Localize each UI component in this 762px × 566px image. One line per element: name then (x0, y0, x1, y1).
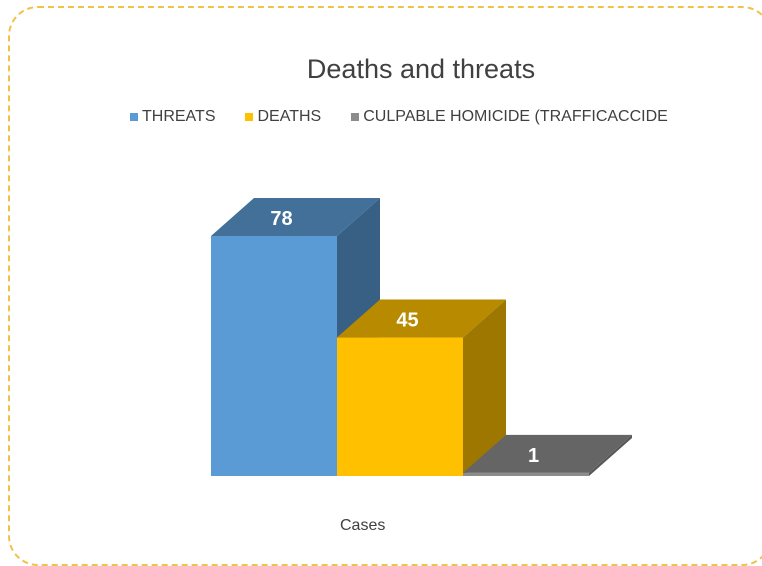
legend-item-threats: THREATS (130, 108, 215, 126)
bar-front-threats (211, 236, 337, 476)
chart-title: Deaths and threats (306, 54, 536, 84)
legend-item-culpable-homicide: CULPABLE HOMICIDE (TRAFFICACCIDE (351, 108, 668, 126)
legend-swatch-deaths (245, 113, 254, 121)
bar-front-deaths (337, 337, 463, 476)
bar-top-deaths (337, 299, 506, 338)
legend-label-threats: THREATS (142, 108, 216, 125)
bar-front-culpable (463, 472, 589, 476)
bar-chart-plot: 78 45 1 (211, 198, 632, 476)
legend-swatch-culpable-homicide (351, 113, 360, 121)
data-label-deaths: 45 (396, 310, 418, 332)
legend-item-deaths: DEATHS (245, 108, 321, 126)
bar-side-deaths (463, 299, 506, 476)
legend-label-deaths: DEATHS (257, 108, 322, 125)
legend-swatch-threats (130, 113, 138, 121)
x-axis-label: Cases (340, 517, 386, 534)
data-label-threats: 78 (270, 208, 292, 230)
chart-legend: THREATS DEATHS CULPABLE HOMICIDE (TRAFFI… (130, 108, 698, 126)
data-label-culpable: 1 (528, 445, 539, 467)
bar-side-culpable (589, 434, 632, 476)
bar-top-culpable (463, 434, 632, 473)
bar-top-threats (211, 198, 380, 236)
legend-label-culpable-homicide: CULPABLE HOMICIDE (TRAFFICACCIDE (363, 108, 668, 125)
